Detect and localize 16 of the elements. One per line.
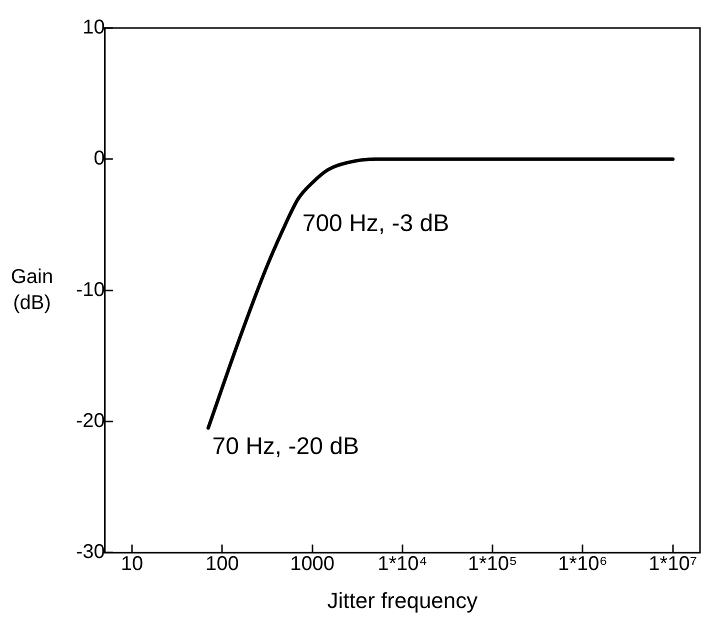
annotation: 70 Hz, -20 dB xyxy=(212,433,359,460)
x-tick-label: 1*10⁴ xyxy=(378,553,428,576)
y-axis-title: Gain (dB) xyxy=(10,266,54,314)
annotation: 700 Hz, -3 dB xyxy=(302,210,450,238)
x-tick-label: 10 xyxy=(120,553,144,576)
y-tick-label: -20 xyxy=(76,410,105,432)
x-tick-label: 1*10⁷ xyxy=(648,553,698,576)
x-axis-title: Jitter frequency xyxy=(327,588,478,613)
y-tick-label: -10 xyxy=(76,278,105,301)
x-tick-label: 1*10⁵ xyxy=(468,553,518,576)
x-tick-label: 1000 xyxy=(290,553,335,576)
y-tick-label: 10 xyxy=(82,16,105,39)
y-tick-label: -30 xyxy=(76,541,105,564)
x-tick-label: 100 xyxy=(205,553,239,576)
y-tick-label: 0 xyxy=(94,148,105,170)
x-tick-label: 1*10⁶ xyxy=(558,553,608,576)
